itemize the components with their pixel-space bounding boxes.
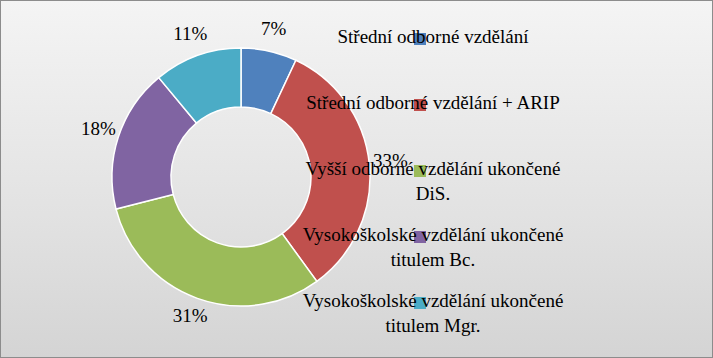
svg-text:Vysokoškolské vzdělání ukončen: Vysokoškolské vzdělání ukončenétitulem M… [303,290,564,336]
svg-text:18%: 18% [81,118,116,139]
svg-text:11%: 11% [173,23,207,44]
svg-text:7%: 7% [261,18,287,39]
svg-text:Vyšší odborné vzdělání ukončen: Vyšší odborné vzdělání ukončenéDiS. [306,158,561,204]
svg-text:Vysokoškolské vzdělání ukončen: Vysokoškolské vzdělání ukončenétitulem B… [303,224,564,270]
svg-text:Střední odborné vzdělání: Střední odborné vzdělání [337,26,529,47]
svg-text:31%: 31% [173,305,208,326]
svg-text:Střední odborné vzdělání + ARI: Střední odborné vzdělání + ARIP [306,92,559,113]
